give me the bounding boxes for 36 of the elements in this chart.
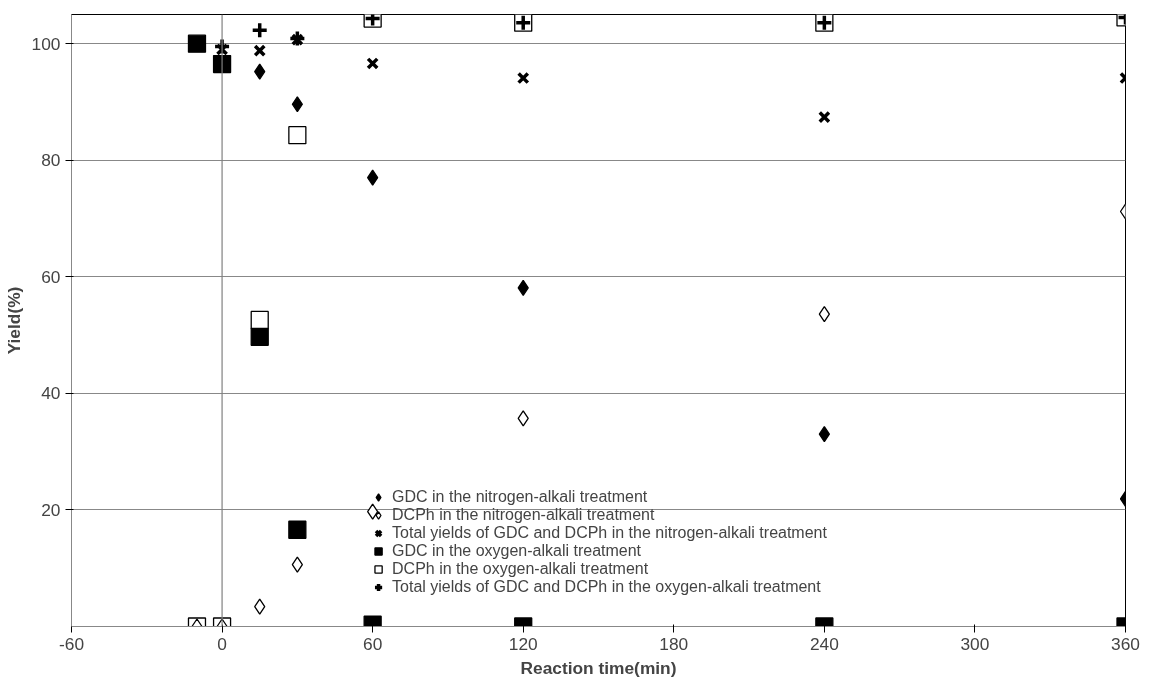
point xyxy=(818,305,831,323)
x-axis-title: Reaction time(min) xyxy=(520,657,677,678)
y-tick-label: 60 xyxy=(41,266,61,287)
y-tick-label: 80 xyxy=(41,150,61,171)
x-tick-label: 180 xyxy=(659,633,689,654)
point xyxy=(253,44,267,57)
y-axis-title: Yield(%) xyxy=(3,286,24,355)
x-tick-label: 360 xyxy=(1111,633,1140,654)
point xyxy=(818,110,831,124)
point xyxy=(291,96,304,113)
point xyxy=(288,29,307,48)
legend-label: GDC in the oxygen-alkali treatment xyxy=(392,542,642,560)
x-tick-label: 60 xyxy=(363,633,383,654)
point xyxy=(366,57,379,70)
point xyxy=(187,34,207,53)
point xyxy=(250,310,269,330)
legend-label: DCPh in the oxygen-alkali treatment xyxy=(392,560,649,578)
legend-label: DCPh in the nitrogen-alkali treatment xyxy=(392,506,655,524)
y-tick-label: 100 xyxy=(31,33,61,54)
point xyxy=(250,327,269,346)
x-tick-label: 300 xyxy=(960,633,990,654)
x-tick-label: 120 xyxy=(508,633,538,654)
x-tick-label: -60 xyxy=(58,633,85,654)
point xyxy=(366,169,379,186)
legend-label: GDC in the nitrogen-alkali treatment xyxy=(392,488,648,506)
point xyxy=(516,71,530,85)
x-tick-label: 240 xyxy=(809,633,839,654)
point xyxy=(288,126,307,145)
legend-label: Total yields of GDC and DCPh in the oxygen-alkali treatment xyxy=(392,578,821,596)
x-tick-label: 0 xyxy=(217,633,227,654)
point xyxy=(291,33,304,46)
point xyxy=(254,63,266,80)
legend-label: Total yields of GDC and DCPh in the nitrogen-alkali treatment xyxy=(392,524,827,542)
point xyxy=(250,21,269,39)
y-tick-label: 40 xyxy=(41,383,61,404)
y-tick-label: 20 xyxy=(41,499,61,520)
